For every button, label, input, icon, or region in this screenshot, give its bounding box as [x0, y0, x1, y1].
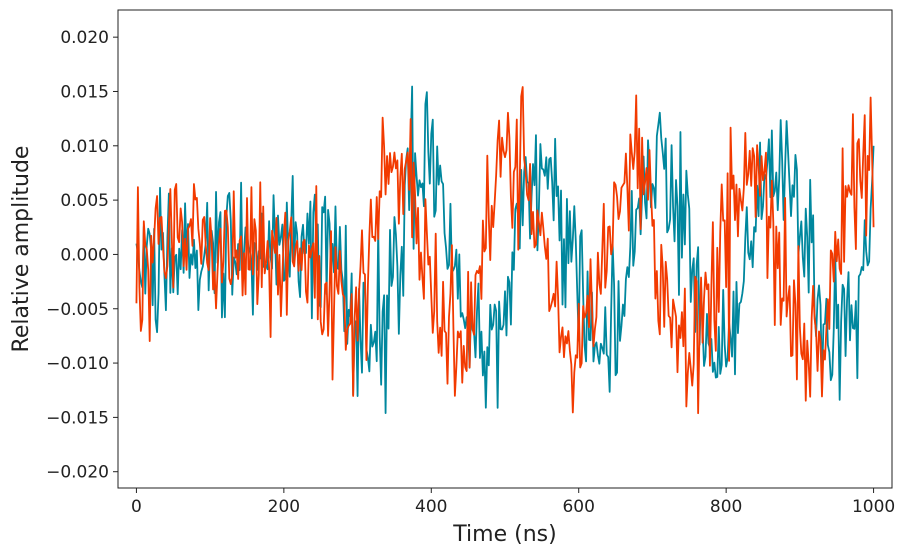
y-tick-label: −0.015: [46, 408, 109, 428]
series-line-orange: [135, 86, 875, 415]
x-tick-label: 200: [268, 497, 300, 517]
y-tick-label: 0.010: [60, 137, 109, 157]
x-tick-label: 400: [415, 497, 447, 517]
y-tick-label: 0.000: [60, 245, 109, 265]
y-tick-label: −0.005: [46, 300, 109, 320]
x-tick-label: 0: [131, 497, 142, 517]
y-tick-label: −0.020: [46, 463, 109, 483]
y-axis: −0.020 −0.015 −0.010 −0.005 0.000 0.005 0.010 0…: [46, 28, 118, 483]
y-tick-label: 0.005: [60, 191, 109, 211]
x-tick-label: 600: [562, 497, 594, 517]
x-axis-label: Time (ns): [452, 522, 556, 547]
y-tick-label: 0.020: [60, 28, 109, 48]
x-axis: 0 200 400 600 800 1000: [131, 488, 895, 517]
plot-frame: [117, 9, 893, 489]
y-tick-label: −0.010: [46, 354, 109, 374]
x-tick-label: 800: [710, 497, 742, 517]
y-tick-label: 0.015: [60, 82, 109, 102]
x-tick-label: 1000: [852, 497, 895, 517]
y-axis-label: Relative amplitude: [9, 146, 34, 353]
series-lines: [135, 85, 875, 415]
